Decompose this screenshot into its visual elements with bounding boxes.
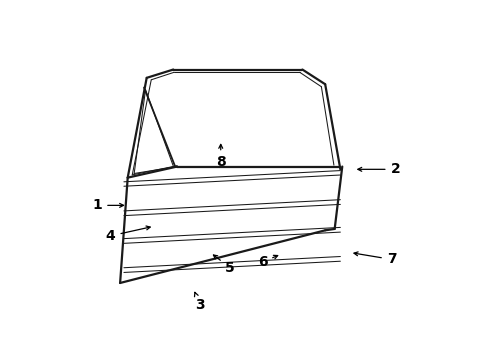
Text: 3: 3 (195, 292, 205, 312)
Text: 1: 1 (93, 198, 123, 212)
Text: 6: 6 (258, 255, 278, 269)
Text: 8: 8 (216, 144, 225, 170)
Text: 5: 5 (214, 255, 235, 275)
Text: 2: 2 (358, 162, 400, 176)
Text: 4: 4 (106, 226, 150, 243)
Text: 7: 7 (354, 252, 396, 266)
